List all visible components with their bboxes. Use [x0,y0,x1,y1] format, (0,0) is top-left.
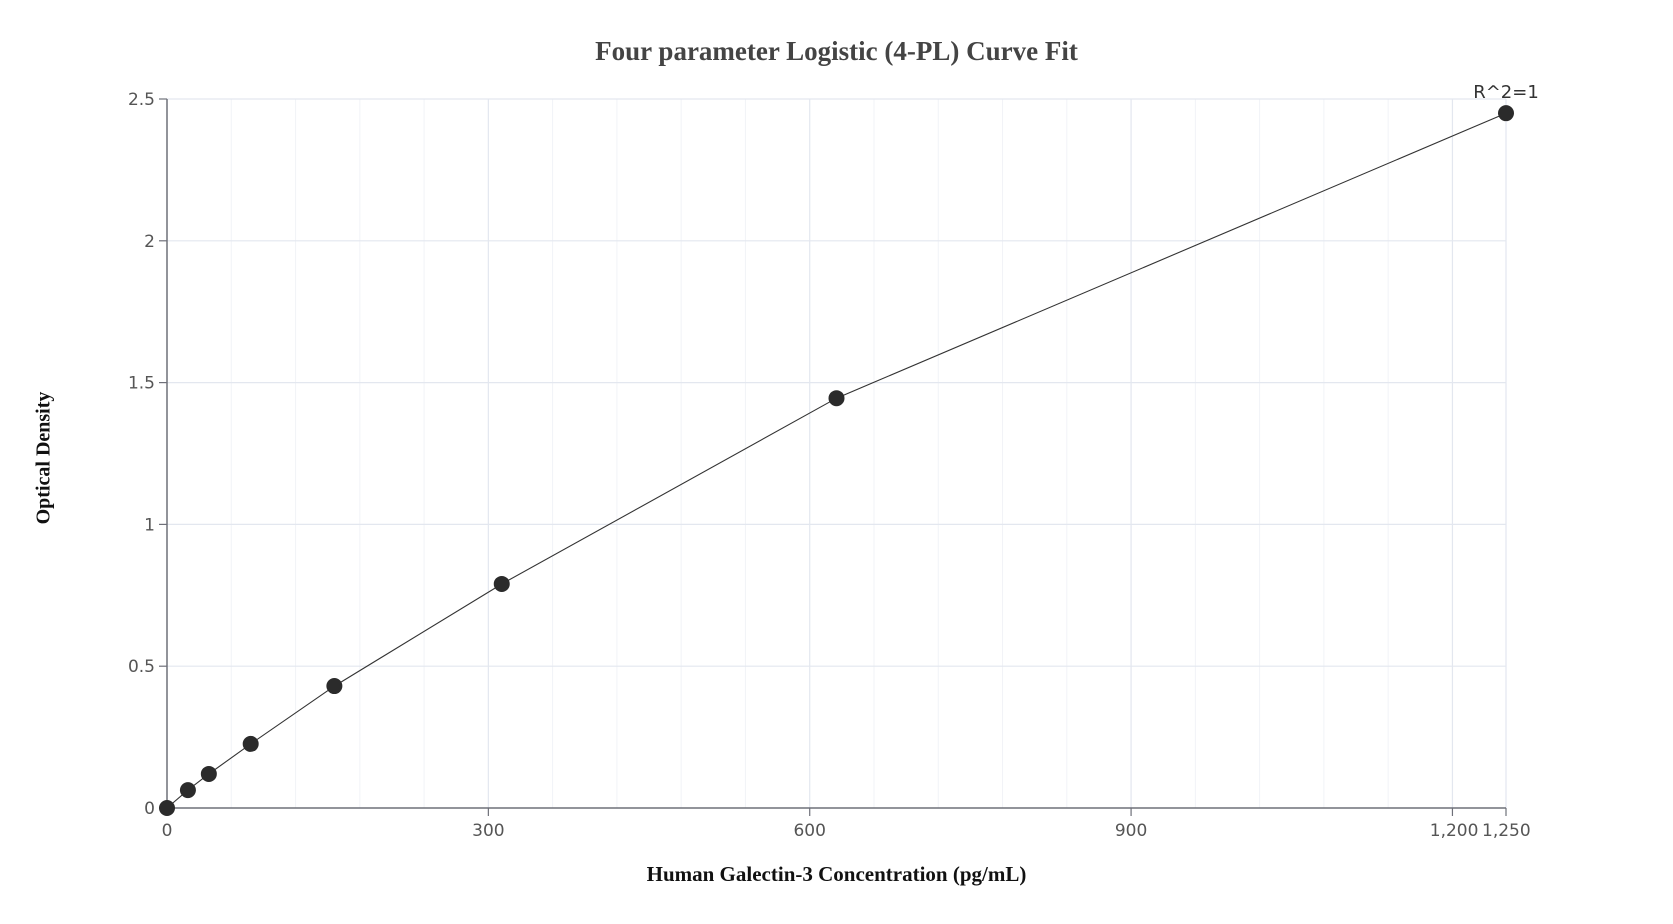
y-tick-label: 0.5 [128,657,155,677]
x-tick-label: 1,200 [1430,821,1479,841]
x-tick-label: 0 [162,821,173,841]
data-point-marker [326,678,343,695]
y-tick-label: 2.5 [128,90,155,110]
x-tick-label: 600 [793,821,825,841]
data-point-marker [828,390,845,407]
y-tick-label: 1 [144,515,155,535]
x-axis-label: Human Galectin-3 Concentration (pg/mL) [646,862,1027,886]
data-point-marker [242,735,259,752]
fit-curve-line [166,112,1507,809]
x-tick-label: 1,250 [1482,821,1531,841]
r-squared-annotation: R^2=1 [1473,82,1539,103]
y-tick-label: 1.5 [128,374,155,394]
x-tick-label: 300 [472,821,504,841]
data-point-marker [179,782,196,799]
y-tick-label: 2 [144,232,155,252]
y-tick-label: 0 [144,799,155,819]
data-point-marker [1498,105,1514,122]
data-point-marker [159,800,175,816]
chart-title: Four parameter Logistic (4-PL) Curve Fit [595,36,1078,66]
data-point-marker [493,575,510,592]
data-point-marker [200,765,217,782]
x-tick-label: 900 [1115,821,1147,841]
